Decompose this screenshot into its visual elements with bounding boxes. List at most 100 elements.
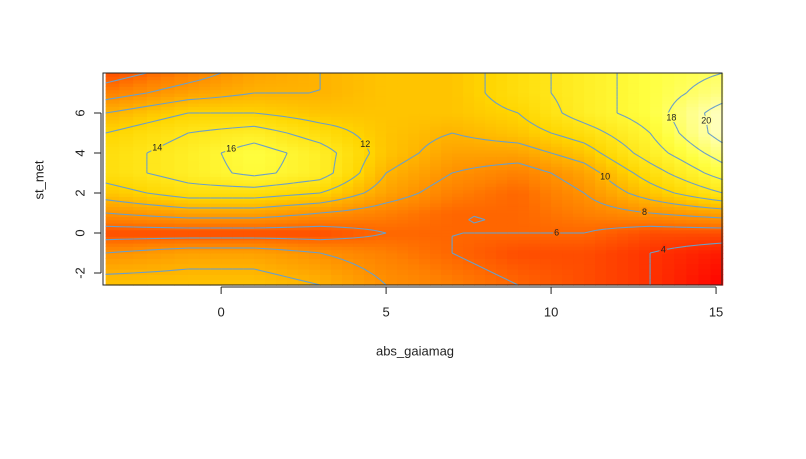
heat-cell [650,264,663,270]
heat-cell [287,73,299,77]
heat-cell [408,258,420,264]
heat-cell [147,73,161,77]
heat-cell [161,264,175,270]
contour-line [374,186,375,187]
heat-cell [276,264,288,270]
heat-cell [628,264,640,270]
heat-cell [518,253,530,259]
heat-cell [243,274,255,280]
heat-cell [595,258,607,264]
heat-cell [419,274,431,280]
heat-cell [174,253,188,259]
heat-cell [606,269,618,275]
heat-cell [617,253,629,259]
contour-line [188,99,199,100]
heat-cell [147,253,161,259]
heat-cell [698,253,711,259]
heat-cell [639,264,651,270]
heat-cell [698,274,711,280]
heat-cell [386,258,398,264]
heat-cell [441,253,453,259]
heat-cell [573,269,585,275]
contour-line [594,200,596,201]
heat-cell [298,274,310,280]
heat-cell [595,253,607,259]
heat-cell [562,253,574,259]
heat-cell [617,274,629,280]
heat-cell [276,253,288,259]
heat-cell [210,258,222,264]
heat-cell [353,258,365,264]
heat-cell [386,73,398,77]
heat-cell [265,253,277,259]
heat-cell [397,264,409,270]
y-axis-label: st_met [31,160,46,199]
heat-cell [298,73,310,77]
heat-cell [375,253,387,259]
contour-label: 14 [152,142,162,152]
heat-cell [430,253,442,259]
heat-cell [188,73,200,77]
contour-line [265,217,276,218]
heat-cell [617,258,629,264]
contour-line [215,129,222,130]
heat-cell [441,269,453,275]
heat-cell [518,274,530,280]
contour-line [335,156,336,159]
heat-cell [430,73,442,77]
heat-cell [309,258,321,264]
heat-cell [496,258,508,264]
y-tick-label: 6 [72,109,87,116]
contour-line [168,206,175,207]
heat-cell [573,264,585,270]
heat-cell [595,274,607,280]
heat-cell [309,264,321,270]
heat-cell [698,258,711,264]
contour-line [661,146,662,147]
heat-cell [584,253,596,259]
heat-cell [397,274,409,280]
heat-cell [188,258,200,264]
heat-cell [375,264,387,270]
heat-cell [628,274,640,280]
contour-label: 10 [600,172,610,182]
contour-line [364,229,369,230]
heat-cell [595,264,607,270]
heat-cell [617,269,629,275]
heat-cell [463,264,475,270]
heat-cell [199,269,211,275]
heat-cell [639,274,651,280]
heat-cell [606,264,618,270]
heat-cell [518,258,530,264]
heat-cell [276,258,288,264]
heat-cell [386,269,398,275]
heat-cell [161,274,175,280]
heat-cell [463,253,475,259]
contour-label: 12 [360,139,370,149]
heat-cell [331,73,343,77]
heat-cell [485,274,497,280]
heat-cell [507,269,519,275]
x-tick-label: 10 [544,304,558,319]
heat-cell [496,264,508,270]
y-tick-label: 2 [72,189,87,196]
heat-cell [474,274,486,280]
x-tick-label: 0 [218,304,225,319]
heat-cell [529,73,541,77]
heat-cell [331,269,343,275]
contour-line [106,274,120,275]
heat-cell [119,274,133,280]
heat-cell [584,73,596,77]
heat-cell [232,73,244,77]
heat-cell [441,73,453,77]
heat-cell [298,258,310,264]
heat-cell [573,274,585,280]
heat-cell [573,258,585,264]
contour-line [254,217,265,218]
heat-cell [674,274,687,280]
heat-cell [353,253,365,259]
heat-cell [320,73,332,77]
heat-cell [650,269,663,275]
heat-cell [540,258,552,264]
contour-line [339,199,342,200]
